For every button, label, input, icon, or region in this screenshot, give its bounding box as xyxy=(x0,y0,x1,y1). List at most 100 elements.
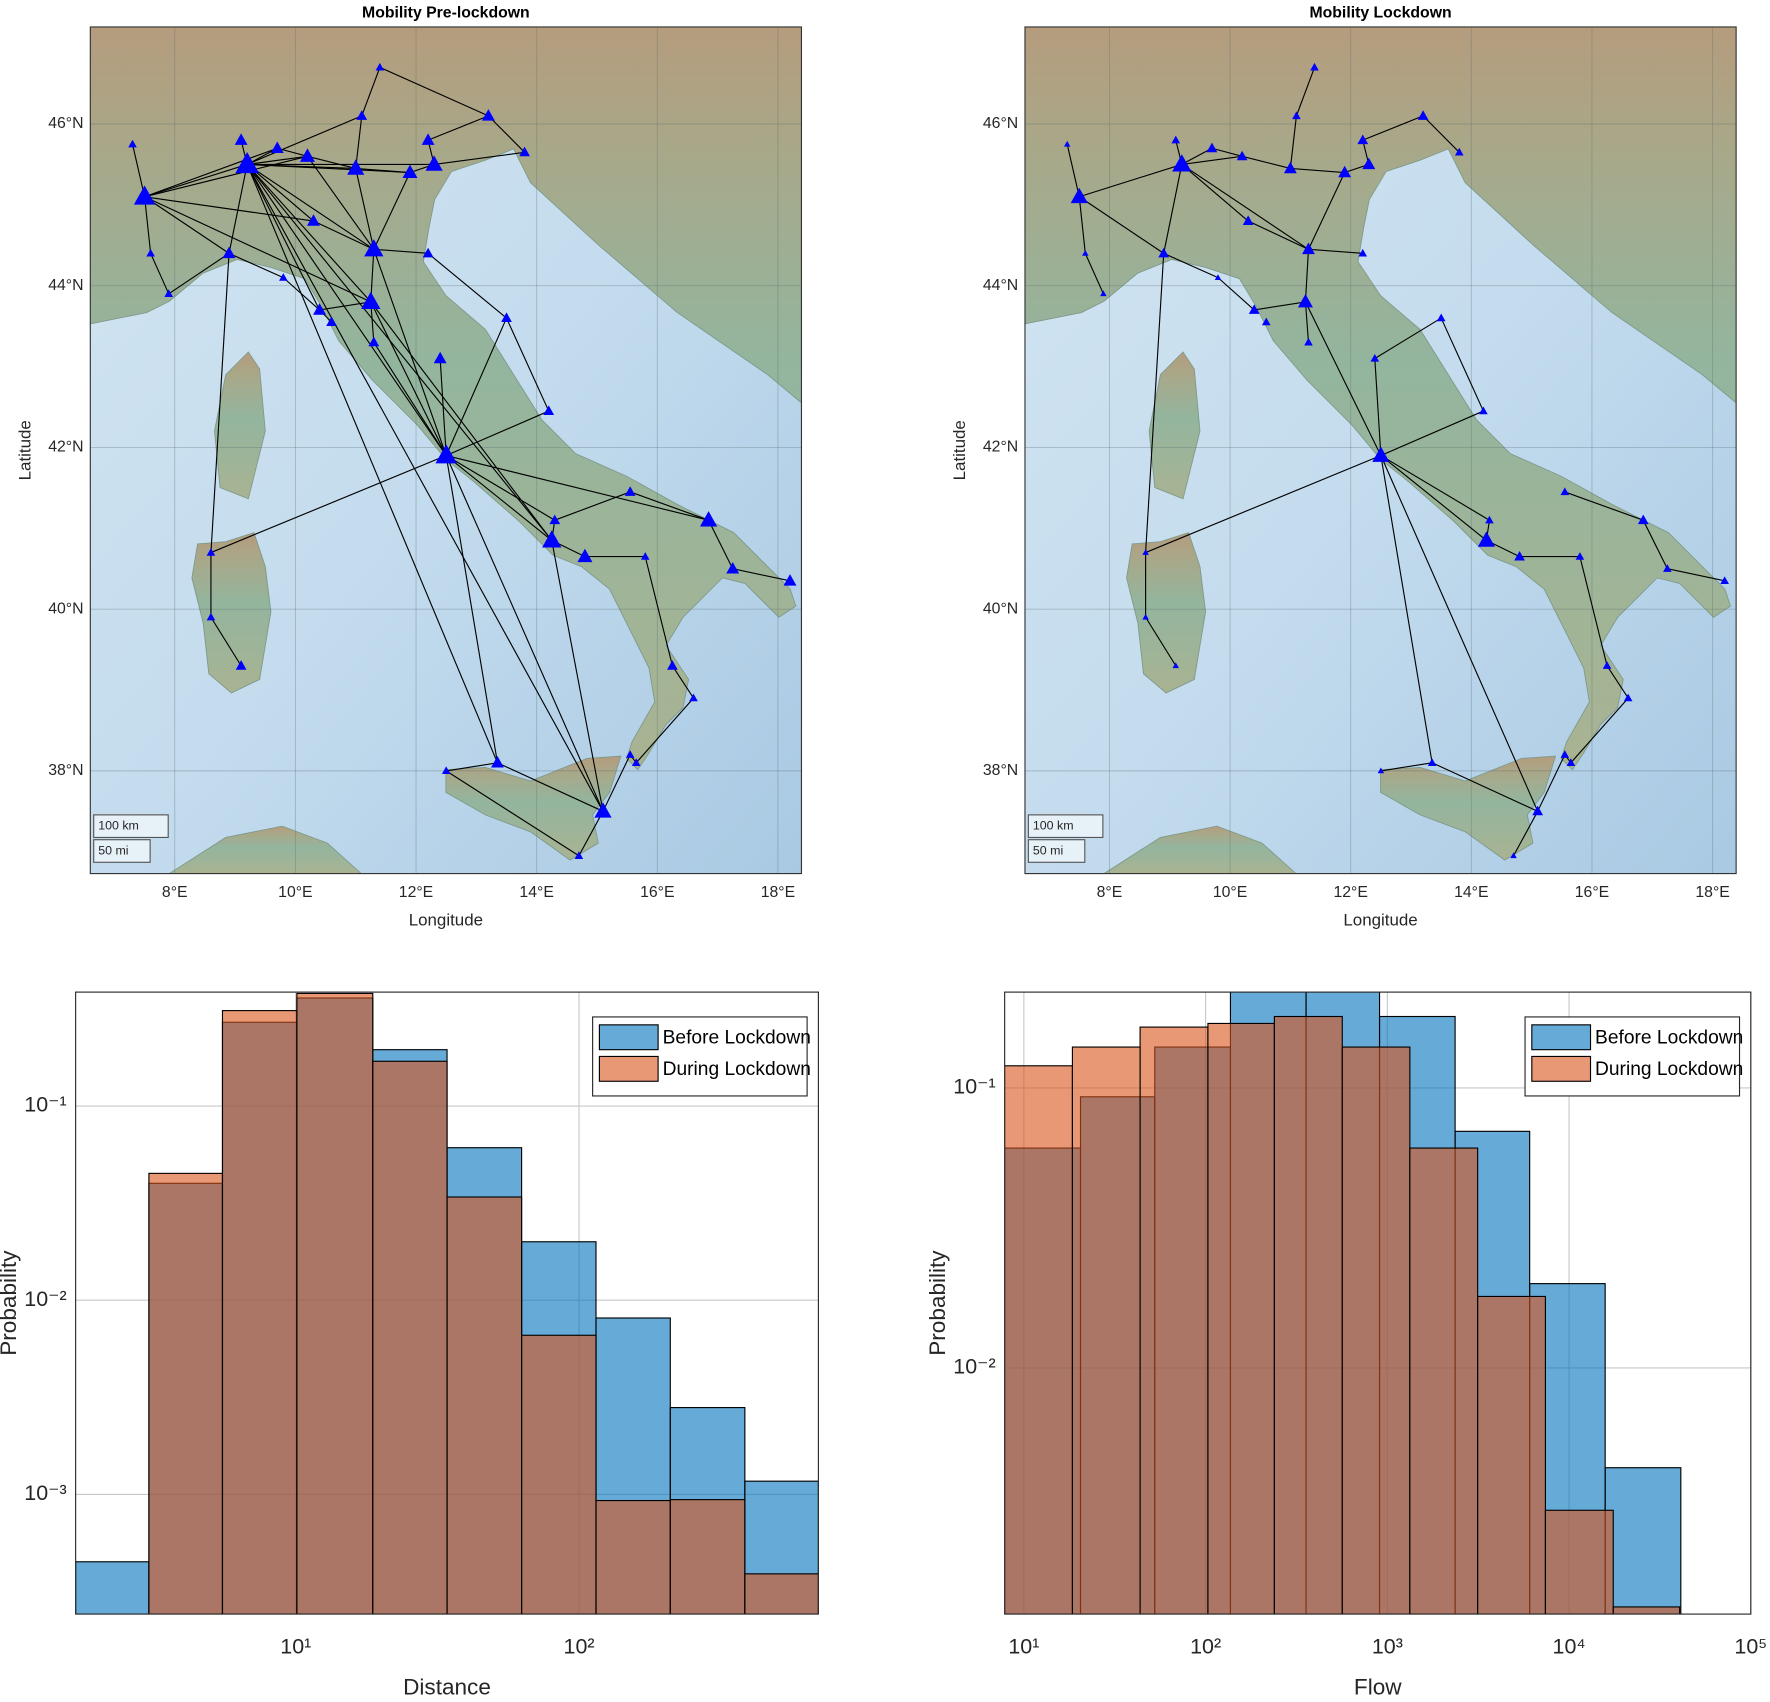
link xyxy=(144,196,372,303)
y-tick-label: 44°N xyxy=(983,277,1018,294)
x-tick-label: 12°E xyxy=(1333,884,1367,901)
node xyxy=(501,312,512,323)
node xyxy=(1297,293,1313,308)
link xyxy=(373,249,447,456)
link xyxy=(144,147,278,198)
link xyxy=(144,196,230,254)
link xyxy=(1163,252,1219,279)
node xyxy=(594,802,612,818)
x-tick-label: 12°E xyxy=(399,884,433,901)
link xyxy=(247,163,411,174)
link xyxy=(1667,568,1725,582)
node xyxy=(1485,515,1494,524)
chart-panel: 10¹ 10² 10³ 10⁴ 10⁵ 10⁻² 10⁻¹ Before Lockdown Du… xyxy=(925,991,1767,1700)
y-axis-label: Latitude xyxy=(950,420,969,480)
node xyxy=(1214,274,1222,280)
bar xyxy=(372,1060,448,1615)
node xyxy=(128,139,137,148)
node xyxy=(1436,313,1446,322)
node xyxy=(1302,242,1315,255)
node xyxy=(1477,531,1495,547)
link xyxy=(1211,147,1243,157)
link xyxy=(446,762,498,772)
x-tick-label: 10°E xyxy=(278,884,312,901)
y-tick-label: 46°N xyxy=(48,115,83,132)
link xyxy=(1163,164,1183,254)
link xyxy=(228,252,284,279)
link xyxy=(373,172,411,250)
link xyxy=(1380,762,1433,772)
link xyxy=(1181,155,1243,165)
link xyxy=(445,455,499,763)
link xyxy=(497,762,604,812)
link xyxy=(355,115,363,169)
node xyxy=(1171,135,1181,144)
bars xyxy=(75,992,819,1615)
node xyxy=(164,289,174,297)
x-tick-label: 16°E xyxy=(1575,884,1609,901)
node xyxy=(1172,662,1179,669)
link xyxy=(373,248,429,254)
link xyxy=(144,196,314,222)
scale-bar xyxy=(1027,814,1104,839)
axes-frame xyxy=(1024,26,1737,875)
node xyxy=(1377,767,1385,774)
node xyxy=(481,109,495,121)
link xyxy=(1078,196,1165,254)
link xyxy=(1247,220,1309,250)
legend-label: Before Lockdown xyxy=(1595,1027,1743,1048)
bar xyxy=(1409,1147,1479,1615)
node xyxy=(1242,215,1254,225)
link xyxy=(427,252,507,319)
node xyxy=(422,247,434,258)
link xyxy=(379,66,489,117)
link xyxy=(1307,172,1346,250)
legend-swatch xyxy=(1531,1055,1592,1082)
x-axis-label: Distance xyxy=(403,1675,491,1700)
link xyxy=(635,697,694,764)
link xyxy=(446,454,709,521)
link xyxy=(1537,754,1566,812)
node xyxy=(433,351,447,364)
node xyxy=(1362,157,1376,170)
node xyxy=(1310,62,1319,71)
node xyxy=(542,530,562,548)
node xyxy=(1417,110,1429,120)
bar xyxy=(296,992,374,1615)
link xyxy=(1066,144,1080,197)
node xyxy=(1063,140,1071,147)
node xyxy=(435,444,457,464)
bar xyxy=(1004,1065,1073,1615)
link xyxy=(144,155,308,198)
link xyxy=(355,167,411,174)
node xyxy=(206,548,216,556)
node xyxy=(1427,758,1437,766)
bar xyxy=(1273,1015,1343,1615)
link xyxy=(306,156,375,250)
node xyxy=(326,316,337,327)
scale-label: 100 km xyxy=(1033,818,1074,832)
legend-label: Before Lockdown xyxy=(663,1027,811,1048)
y-tick-label: 40°N xyxy=(48,600,83,617)
link xyxy=(1380,455,1490,521)
node xyxy=(1357,134,1369,145)
node xyxy=(206,612,216,621)
node xyxy=(279,273,288,281)
link xyxy=(1145,455,1382,554)
x-axis-label: Longitude xyxy=(1343,910,1417,929)
link xyxy=(629,491,709,521)
link xyxy=(445,410,549,457)
legend-swatch xyxy=(598,1055,659,1082)
link xyxy=(246,163,375,250)
node xyxy=(270,141,284,153)
bar xyxy=(75,1561,150,1615)
node xyxy=(368,336,380,347)
node xyxy=(624,486,636,496)
legend-label: During Lockdown xyxy=(1595,1059,1743,1080)
node xyxy=(577,548,593,563)
node xyxy=(1514,550,1525,561)
x-tick-label: 14°E xyxy=(1454,884,1488,901)
links xyxy=(1066,67,1725,857)
link xyxy=(246,164,447,456)
node xyxy=(1720,576,1729,585)
